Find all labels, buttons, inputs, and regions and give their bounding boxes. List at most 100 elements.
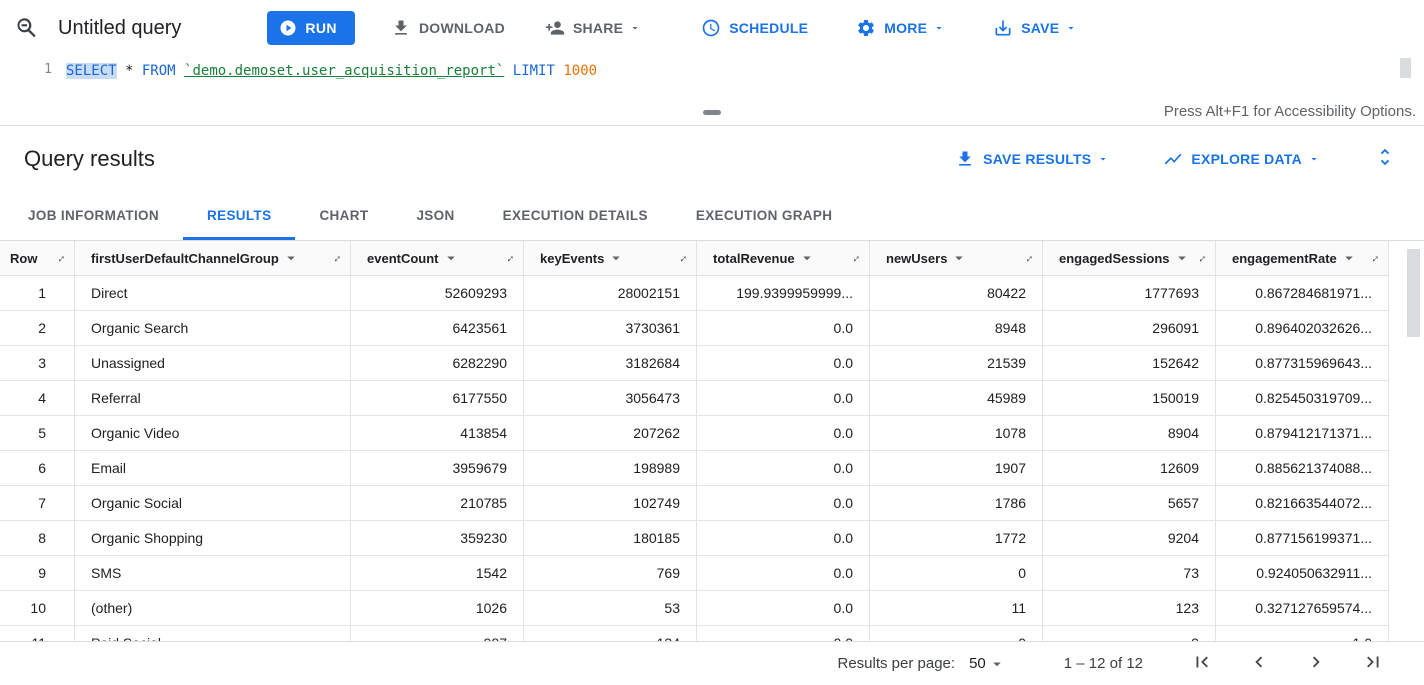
save-results-button[interactable]: SAVE RESULTS: [949, 143, 1115, 175]
column-header-engagementRate[interactable]: engagementRate↔: [1216, 241, 1389, 276]
column-header-keyEvents[interactable]: keyEvents↔: [524, 241, 697, 276]
table-row[interactable]: 8 Organic Shopping 359230 180185 0.0 177…: [0, 521, 1389, 556]
table-row[interactable]: 5 Organic Video 413854 207262 0.0 1078 8…: [0, 416, 1389, 451]
table-scrollbar-thumb[interactable]: [1407, 249, 1420, 337]
table-row[interactable]: 11 Paid Social 987 134 0.0 0 9 1.0: [0, 626, 1389, 641]
table-row[interactable]: 4 Referral 6177550 3056473 0.0 45989 150…: [0, 381, 1389, 416]
cell-new-users: 1786: [870, 486, 1043, 521]
cell-total-revenue: 0.0: [697, 381, 870, 416]
column-header-row[interactable]: Row↔: [0, 241, 75, 276]
column-header-eventCount[interactable]: eventCount↔: [351, 241, 524, 276]
tab-results[interactable]: RESULTS: [183, 191, 295, 240]
last-page-button[interactable]: [1360, 649, 1386, 678]
column-menu-icon[interactable]: [1173, 249, 1191, 267]
column-resize-handle[interactable]: ↔: [328, 250, 344, 266]
explore-data-label: EXPLORE DATA: [1191, 151, 1302, 167]
page-size-select[interactable]: 50: [969, 655, 1006, 673]
tab-job-information[interactable]: JOB INFORMATION: [4, 191, 183, 240]
cell-engagement-rate: 0.825450319709...: [1216, 381, 1389, 416]
cell-engagement-rate: 0.867284681971...: [1216, 276, 1389, 311]
tab-execution-details[interactable]: EXECUTION DETAILS: [479, 191, 672, 240]
table-row[interactable]: 2 Organic Search 6423561 3730361 0.0 894…: [0, 311, 1389, 346]
cell-total-revenue: 199.9399959999...: [697, 276, 870, 311]
column-header-totalRevenue[interactable]: totalRevenue↔: [697, 241, 870, 276]
sql-editor[interactable]: 1 SELECT * FROM `demo.demoset.user_acqui…: [0, 56, 1424, 100]
query-title[interactable]: Untitled query: [58, 17, 181, 40]
cell-key-events: 3730361: [524, 311, 697, 346]
cell-total-revenue: 0.0: [697, 451, 870, 486]
column-resize-handle[interactable]: ↔: [501, 250, 517, 266]
column-resize-handle[interactable]: ↔: [1366, 250, 1382, 266]
column-resize-handle[interactable]: ↔: [1193, 250, 1209, 266]
cell-engagement-rate: 0.821663544072...: [1216, 486, 1389, 521]
column-resize-handle[interactable]: ↔: [674, 250, 690, 266]
table-row[interactable]: 10 (other) 1026 53 0.0 11 123 0.32712765…: [0, 591, 1389, 626]
explore-data-button[interactable]: EXPLORE DATA: [1157, 143, 1326, 175]
column-menu-icon[interactable]: [950, 249, 968, 267]
cell-engagement-rate: 0.877156199371...: [1216, 521, 1389, 556]
expand-results-button[interactable]: [1370, 142, 1400, 175]
tab-execution-graph[interactable]: EXECUTION GRAPH: [672, 191, 857, 240]
schedule-button[interactable]: SCHEDULE: [695, 12, 814, 44]
panel-splitter: Press Alt+F1 for Accessibility Options.: [0, 100, 1424, 126]
row-number-cell: 1: [0, 276, 75, 311]
sql-token-plain: [504, 63, 512, 79]
table-row[interactable]: 9 SMS 1542 769 0.0 0 73 0.924050632911..…: [0, 556, 1389, 591]
table-row[interactable]: 7 Organic Social 210785 102749 0.0 1786 …: [0, 486, 1389, 521]
cell-event-count: 1542: [351, 556, 524, 591]
sql-token-plain: *: [117, 63, 142, 79]
run-button[interactable]: RUN: [267, 11, 355, 45]
cell-new-users: 80422: [870, 276, 1043, 311]
save-label: SAVE: [1021, 20, 1059, 36]
more-button[interactable]: MORE: [850, 12, 951, 44]
row-number-cell: 2: [0, 311, 75, 346]
splitter-drag-handle[interactable]: [703, 110, 721, 115]
column-resize-handle[interactable]: ↔: [1020, 250, 1036, 266]
cell-engaged-sessions: 9204: [1043, 521, 1216, 556]
column-menu-icon[interactable]: [607, 249, 625, 267]
line-number-gutter: 1: [0, 62, 52, 77]
column-header-newUsers[interactable]: newUsers↔: [870, 241, 1043, 276]
cell-total-revenue: 0.0: [697, 521, 870, 556]
column-label: firstUserDefaultChannelGroup: [91, 251, 279, 266]
column-resize-handle[interactable]: ↔: [52, 250, 68, 266]
query-results-header: Query results SAVE RESULTS EXPLORE DATA: [0, 126, 1424, 191]
first-page-button[interactable]: [1189, 649, 1215, 678]
sql-code-line[interactable]: SELECT * FROM `demo.demoset.user_acquisi…: [66, 61, 597, 81]
column-menu-icon[interactable]: [798, 249, 816, 267]
table-row[interactable]: 6 Email 3959679 198989 0.0 1907 12609 0.…: [0, 451, 1389, 486]
cell-total-revenue: 0.0: [697, 626, 870, 641]
cell-new-users: 1907: [870, 451, 1043, 486]
next-page-button[interactable]: [1303, 649, 1329, 678]
pagination-range: 1 – 12 of 12: [1064, 655, 1143, 672]
editor-scrollbar-thumb[interactable]: [1400, 58, 1411, 78]
cell-new-users: 45989: [870, 381, 1043, 416]
table-row[interactable]: 3 Unassigned 6282290 3182684 0.0 21539 1…: [0, 346, 1389, 381]
column-header-engagedSessions[interactable]: engagedSessions↔: [1043, 241, 1216, 276]
last-page-icon: [1362, 651, 1384, 673]
chevron-left-icon: [1248, 651, 1270, 673]
results-table-container: Row↔ firstUserDefaultChannelGroup ↔ event…: [0, 241, 1424, 641]
cell-engagement-rate: 0.885621374088...: [1216, 451, 1389, 486]
tab-json[interactable]: JSON: [392, 191, 478, 240]
cell-event-count: 6282290: [351, 346, 524, 381]
cell-total-revenue: 0.0: [697, 311, 870, 346]
column-menu-icon[interactable]: [1340, 249, 1358, 267]
tab-chart[interactable]: CHART: [295, 191, 392, 240]
cell-event-count: 3959679: [351, 451, 524, 486]
column-header-firstUserDefaultChannelGroup[interactable]: firstUserDefaultChannelGroup ↔: [75, 241, 351, 276]
table-row[interactable]: 1 Direct 52609293 28002151 199.939995999…: [0, 276, 1389, 311]
bigquery-query-icon: [14, 15, 40, 41]
chevron-down-icon: [933, 22, 945, 34]
cell-new-users: 21539: [870, 346, 1043, 381]
cell-key-events: 134: [524, 626, 697, 641]
column-menu-icon[interactable]: [282, 249, 300, 267]
share-button[interactable]: SHARE: [539, 12, 647, 44]
column-resize-handle[interactable]: ↔: [847, 250, 863, 266]
previous-page-button[interactable]: [1246, 649, 1272, 678]
column-menu-icon[interactable]: [442, 249, 460, 267]
cell-key-events: 769: [524, 556, 697, 591]
save-button[interactable]: SAVE: [987, 12, 1083, 44]
download-button[interactable]: DOWNLOAD: [385, 12, 511, 44]
download-label: DOWNLOAD: [419, 20, 505, 36]
